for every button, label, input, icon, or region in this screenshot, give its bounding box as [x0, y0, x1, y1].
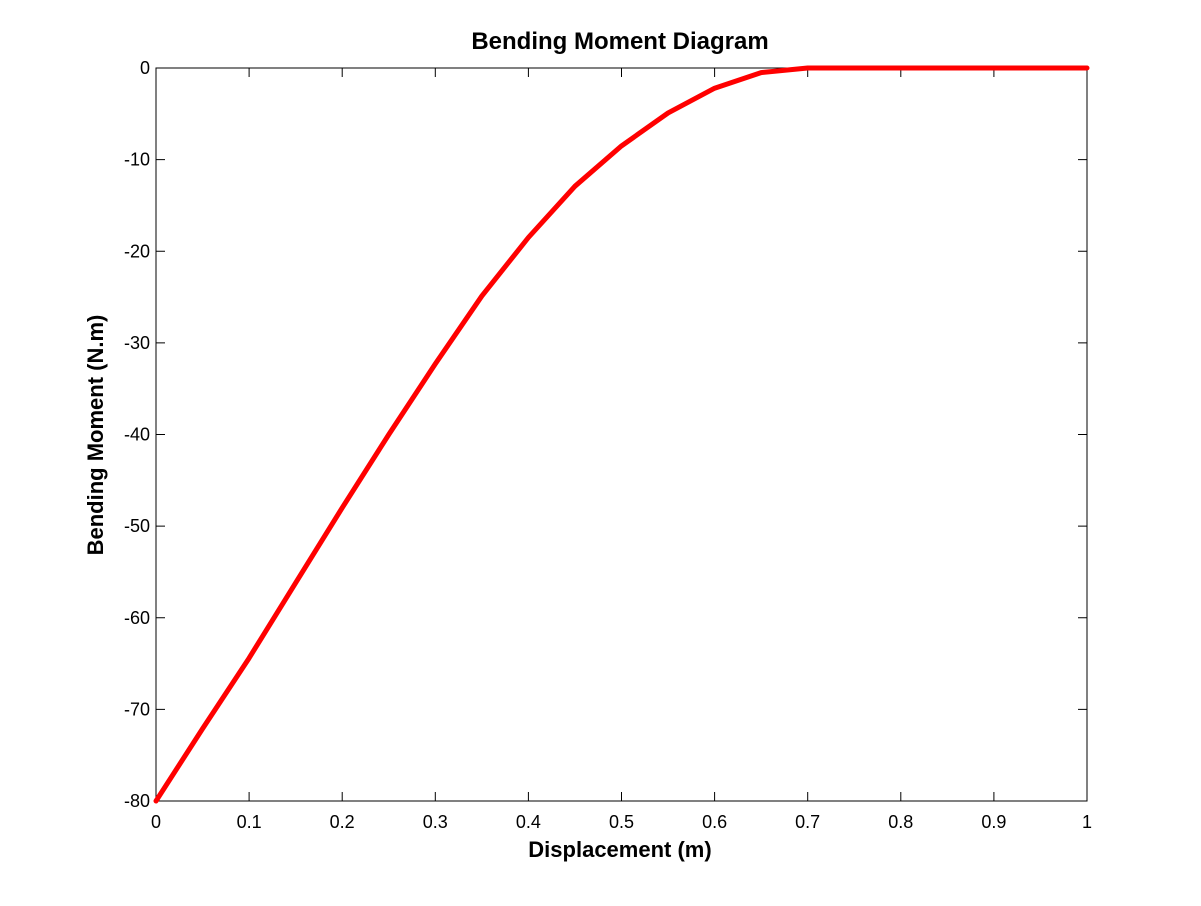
y-tick-label: -30	[124, 333, 150, 353]
x-tick-label: 0.8	[888, 812, 913, 832]
y-tick-label: -10	[124, 150, 150, 170]
y-tick-label: -80	[124, 791, 150, 811]
x-tick-label: 1	[1082, 812, 1092, 832]
y-tick-label: 0	[140, 58, 150, 78]
x-tick-label: 0.4	[516, 812, 541, 832]
chart-title: Bending Moment Diagram	[471, 28, 768, 55]
x-tick-label: 0.6	[702, 812, 727, 832]
y-tick-label: -40	[124, 425, 150, 445]
x-tick-label: 0.7	[795, 812, 820, 832]
x-tick-label: 0.5	[609, 812, 634, 832]
y-tick-label: -70	[124, 699, 150, 719]
y-tick-label: -20	[124, 241, 150, 261]
series-layer	[153, 65, 1090, 804]
x-tick-label: 0.3	[423, 812, 448, 832]
series-line	[153, 65, 1090, 804]
plot-area	[155, 67, 1088, 802]
x-tick-label: 0.2	[330, 812, 355, 832]
y-tick-label: -50	[124, 516, 150, 536]
x-axis-title: Displacement (m)	[528, 837, 711, 862]
y-axis-title: Bending Moment (N.m)	[83, 315, 108, 556]
x-tick-label: 0	[151, 812, 161, 832]
plot-frame	[155, 67, 1088, 802]
x-tick-label: 0.9	[981, 812, 1006, 832]
tick-labels: 0 0.1 0.2 0.3 0.4 0.5 0.6 0.7 0.8 0.9 1 -80 -70 -60 -5…	[124, 58, 1092, 832]
y-tick-label: -60	[124, 608, 150, 628]
axis-ticks	[155, 67, 1088, 802]
x-tick-label: 0.1	[237, 812, 262, 832]
